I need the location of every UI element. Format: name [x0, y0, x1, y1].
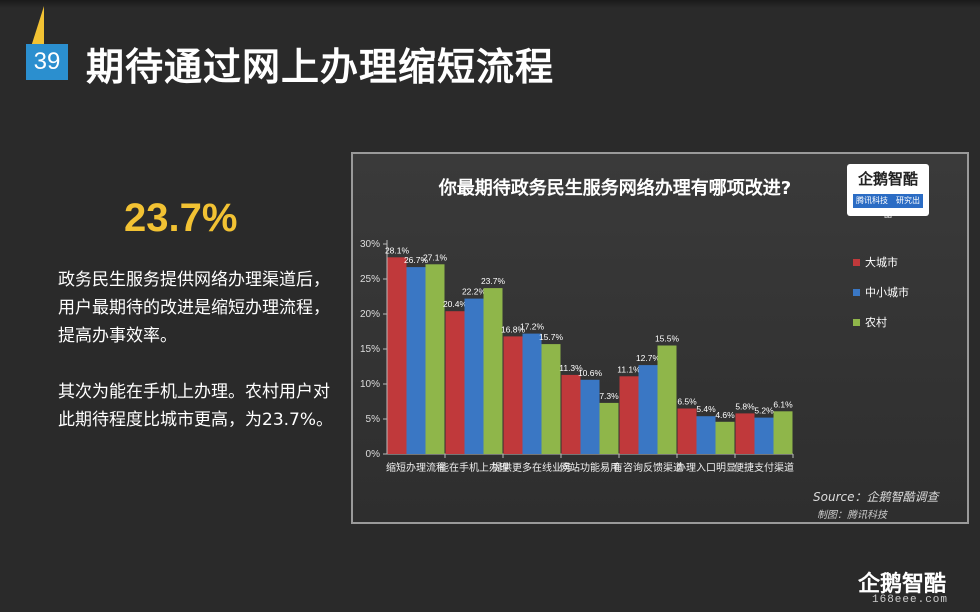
- data-label: 12.7%: [636, 353, 661, 363]
- data-label: 17.2%: [520, 322, 545, 332]
- y-tick-label: 25%: [360, 274, 380, 285]
- y-tick-label: 0%: [366, 449, 381, 460]
- paragraph-1: 政务民生服务提供网络办理渠道后，用户最期待的改进是缩短办理流程，提高办事效率。: [58, 270, 330, 346]
- legend-swatch: [853, 289, 860, 296]
- data-label: 26.7%: [404, 255, 429, 265]
- data-label: 4.6%: [715, 410, 735, 420]
- data-label: 6.1%: [773, 399, 793, 409]
- x-tick-label: 便捷支付渠道: [734, 461, 794, 474]
- bar: [483, 288, 503, 454]
- bar: [425, 264, 445, 454]
- paragraph-2: 其次为能在手机上办理。农村用户对此期待程度比城市更高，为23.7%。: [58, 382, 334, 430]
- bar: [599, 402, 619, 454]
- bar: [773, 411, 793, 454]
- x-tick-label: 提供更多在线业务: [492, 461, 572, 474]
- chart-panel: 0% 5% 10% 15% 20% 25% 30% 28.1% 26.7% 27.1% 缩短办理流程…: [351, 152, 969, 524]
- x-tick-label: 能在手机上办理: [439, 461, 509, 474]
- logo-subtext: 腾讯科技 研究出品: [853, 194, 923, 219]
- bar: [580, 379, 600, 454]
- bar: [715, 421, 735, 454]
- y-tick-label: 10%: [360, 379, 380, 390]
- accent-shape: [20, 6, 44, 50]
- legend-label: 农村: [865, 315, 887, 329]
- bar-chart: 0% 5% 10% 15% 20% 25% 30% 28.1%26.7%27.1% 缩短办理流程…: [360, 239, 909, 474]
- y-tick-label: 20%: [360, 309, 380, 320]
- credit-note: 制图：腾讯科技: [817, 510, 887, 521]
- data-label: 15.5%: [655, 334, 680, 344]
- bar: [464, 298, 484, 454]
- data-label: 16.8%: [501, 324, 526, 334]
- bar: [657, 345, 677, 454]
- data-label: 23.7%: [481, 276, 506, 286]
- footer-site: 168eee.com: [872, 594, 949, 606]
- legend-label: 中小城市: [865, 285, 909, 299]
- data-label: 5.8%: [735, 401, 755, 411]
- source-note: Source：企鹅智酷调查: [813, 490, 939, 504]
- bar: [696, 416, 716, 454]
- bar: [406, 267, 426, 454]
- legend-label: 大城市: [865, 255, 898, 269]
- x-tick-label: 有咨询反馈渠道: [613, 461, 683, 474]
- big-stat: 23.7%: [124, 196, 238, 240]
- bar: [619, 376, 639, 454]
- bar: [541, 344, 561, 454]
- bar: [638, 365, 658, 454]
- bar: [677, 408, 697, 454]
- x-tick-label: 网站功能易用: [560, 461, 620, 474]
- data-label: 11.1%: [617, 364, 641, 374]
- data-label: 10.6%: [578, 368, 603, 378]
- data-label: 11.3%: [559, 363, 583, 373]
- x-tick-label: 办理入口明显: [676, 461, 736, 474]
- page-title: 期待通过网上办理缩短流程: [86, 45, 555, 89]
- bar: [561, 374, 581, 454]
- y-tick-label: 15%: [360, 344, 380, 355]
- chart-title: 你最期待政务民生服务网络办理有哪项改进?: [438, 178, 792, 199]
- bar: [387, 257, 407, 454]
- data-label: 6.5%: [677, 397, 697, 407]
- data-label: 20.4%: [443, 299, 468, 309]
- data-label: 15.7%: [539, 332, 564, 342]
- bar: [503, 336, 523, 454]
- legend-swatch: [853, 319, 860, 326]
- top-rule: [0, 0, 980, 8]
- data-label: 5.4%: [696, 404, 716, 414]
- data-label: 22.2%: [462, 287, 487, 297]
- y-tick-label: 30%: [360, 239, 380, 250]
- data-label: 28.1%: [385, 245, 410, 255]
- legend-swatch: [853, 259, 860, 266]
- bar: [735, 413, 755, 454]
- bar: [522, 333, 542, 454]
- logo-text: 企鹅智酷: [857, 170, 918, 188]
- data-label: 27.1%: [423, 252, 448, 262]
- page-number: 39: [26, 44, 68, 80]
- bar: [445, 311, 465, 454]
- bar: [754, 417, 774, 454]
- data-label: 5.2%: [754, 406, 774, 416]
- x-tick-label: 缩短办理流程: [386, 461, 446, 474]
- brand-logo: 企鹅智酷 腾讯科技 研究出品: [847, 164, 929, 219]
- data-label: 7.3%: [599, 391, 619, 401]
- footer-brand: 企鹅智酷: [858, 572, 947, 597]
- y-tick-label: 5%: [366, 414, 381, 425]
